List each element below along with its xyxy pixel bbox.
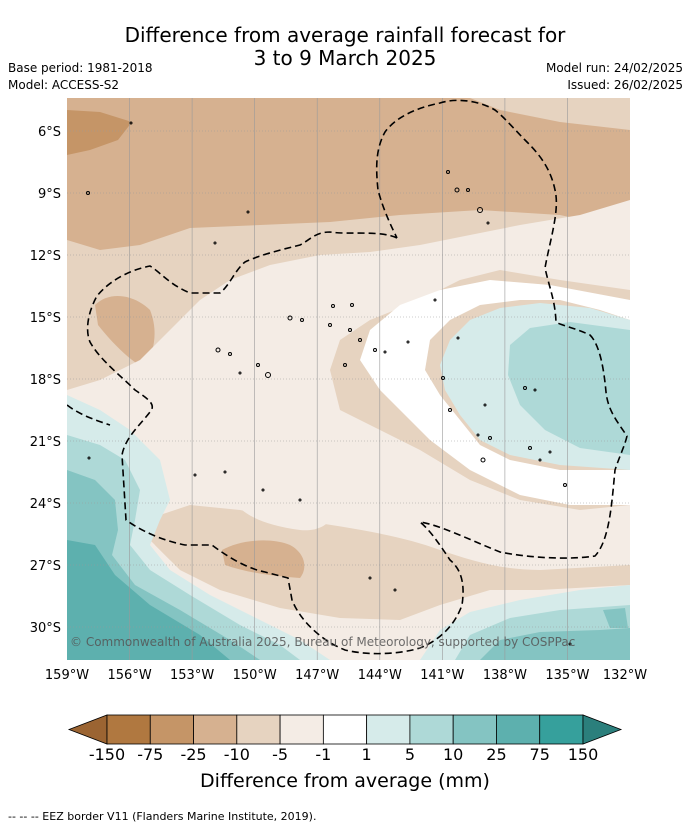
contour-plus10-se: [480, 628, 630, 660]
colorbar-segment: [409, 714, 454, 745]
lon-label: 153°W: [170, 668, 214, 683]
colorbar-tick-label: -75: [137, 745, 164, 764]
model-text: Model: ACCESS-S2: [8, 78, 120, 92]
colorbar-tick-label: 25: [486, 745, 507, 764]
title-line-2: 3 to 9 March 2025: [253, 46, 437, 70]
colorbar-segment: [279, 714, 324, 745]
colorbar-tick-label: 1: [361, 745, 372, 764]
contour-minus1-patch: [240, 494, 331, 531]
lat-label: 30°S: [30, 621, 61, 636]
lat-label: 9°S: [38, 187, 61, 202]
lon-labels: 159°W 156°W 153°W 150°W 147°W 144°W 141°…: [45, 668, 647, 683]
issued-text: Issued: 26/02/2025: [567, 78, 683, 92]
islands: [86, 121, 572, 646]
eez-border-north: [86, 99, 628, 655]
contour-plus25-sw: [67, 540, 230, 660]
contour-neutral: [360, 280, 630, 505]
lat-label: 6°S: [38, 125, 61, 140]
lon-label: 141°W: [420, 668, 464, 683]
colorbar-segment: [236, 714, 281, 745]
eez-borders: [67, 99, 628, 655]
lat-label: 27°S: [30, 559, 61, 574]
lon-label: 144°W: [358, 668, 402, 683]
colorbar-segment: [496, 714, 541, 745]
copyright-watermark: © Commonwealth of Australia 2025, Bureau…: [70, 635, 575, 649]
colorbar: [67, 714, 623, 745]
colorbar-tick-label: 150: [567, 745, 599, 764]
colorbar-tick-label: -1: [315, 745, 332, 764]
lon-label: 132°W: [603, 668, 647, 683]
colorbar-tick-label: 5: [404, 745, 415, 764]
colorbar-segment: [193, 714, 238, 745]
lat-label: 15°S: [30, 311, 61, 326]
colorbar-tick-label: -150: [88, 745, 126, 764]
colorbar-tick-label: 75: [529, 745, 550, 764]
colorbar-tick-label: -5: [272, 745, 289, 764]
lat-label: 12°S: [30, 249, 61, 264]
colorbar-segment: [539, 714, 584, 745]
contour-minus5-ne: [470, 98, 630, 130]
contour-minus10: [67, 98, 630, 250]
eez-source-note: -- -- -- EEZ border V11 (Flanders Marine…: [8, 810, 317, 823]
base-period-text: Base period: 1981-2018: [8, 61, 153, 75]
lon-label: 156°W: [108, 668, 152, 683]
contour-minus1: [67, 200, 630, 660]
colorbar-tick-label: -25: [180, 745, 207, 764]
contour-minus5-south: [155, 509, 630, 620]
contour-minus10-west: [95, 295, 155, 368]
lat-label: 18°S: [30, 373, 61, 388]
colorbar-title: Difference from average (mm): [200, 770, 490, 792]
colorbar-tick-label: -10: [223, 745, 250, 764]
lon-label: 135°W: [545, 668, 589, 683]
lat-label: 21°S: [30, 435, 61, 450]
lat-labels: 6°S 9°S 12°S 15°S 18°S 21°S 24°S 27°S 30…: [30, 125, 61, 636]
colorbar-segment: [106, 714, 151, 745]
colorbar-extend-high: [582, 714, 623, 745]
colorbar-tick-label: 10: [442, 745, 464, 764]
model-run-text: Model run: 24/02/2025: [545, 61, 683, 75]
colorbar-segment: [366, 714, 411, 745]
title-line-1: Difference from average rainfall forecas…: [124, 23, 566, 47]
colorbar-extend-low: [67, 714, 108, 745]
eez-border-west: [67, 404, 111, 426]
colorbar-segment: [322, 714, 368, 745]
colorbar-segment: [149, 714, 194, 745]
lon-label: 147°W: [295, 668, 339, 683]
map-contours: [67, 98, 630, 660]
lon-label: 138°W: [483, 668, 527, 683]
contour-minus25-nw: [67, 110, 132, 155]
lon-label: 159°W: [45, 668, 89, 683]
contour-minus10-south: [222, 540, 305, 578]
lat-label: 24°S: [30, 497, 61, 512]
contour-plus10-se-spot: [603, 608, 628, 628]
colorbar-segment: [452, 714, 497, 745]
lon-label: 150°W: [233, 668, 277, 683]
